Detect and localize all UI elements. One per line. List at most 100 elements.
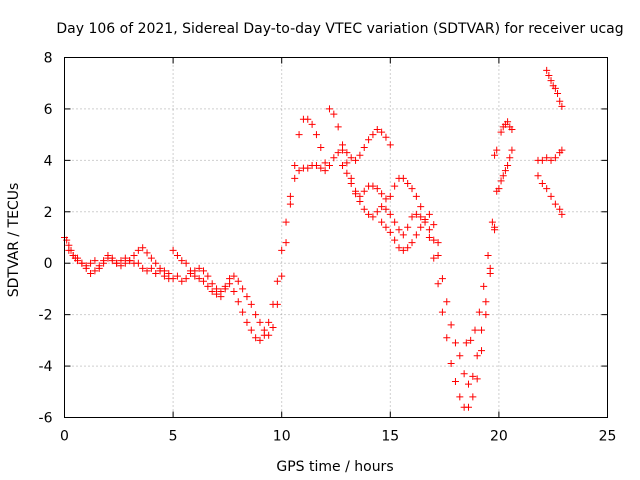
- data-point: [497, 128, 505, 136]
- data-point: [191, 272, 199, 280]
- data-point: [558, 102, 566, 110]
- data-point: [74, 254, 82, 262]
- data-point: [208, 288, 216, 295]
- data-point: [543, 66, 551, 74]
- data-point: [373, 208, 381, 216]
- data-point: [200, 277, 208, 285]
- data-point: [312, 162, 320, 169]
- data-point: [365, 210, 373, 218]
- x-tick-labels: 0 5 10 15 20 25: [60, 429, 616, 445]
- data-point: [434, 280, 442, 288]
- x-tick-label: 5: [169, 429, 178, 445]
- data-point: [343, 149, 351, 157]
- data-point: [304, 164, 312, 172]
- data-point: [488, 218, 496, 226]
- data-point: [339, 162, 347, 169]
- data-point: [160, 267, 168, 275]
- data-point: [325, 105, 333, 113]
- data-point: [404, 244, 412, 252]
- data-point: [347, 154, 355, 162]
- data-point: [473, 352, 481, 360]
- data-point: [169, 275, 177, 283]
- data-point: [204, 282, 212, 290]
- data-point: [382, 195, 390, 203]
- data-point: [471, 326, 479, 334]
- data-point: [378, 218, 386, 226]
- data-point: [360, 144, 368, 151]
- y-tick-label: -6: [39, 411, 53, 427]
- data-point: [134, 259, 142, 267]
- data-point: [169, 246, 177, 254]
- data-point: [480, 282, 488, 290]
- data-point: [404, 180, 412, 187]
- data-point: [482, 298, 490, 306]
- data-point: [369, 182, 377, 190]
- data-point: [430, 236, 438, 244]
- data-point: [121, 254, 129, 262]
- data-point: [501, 167, 509, 175]
- series-7: [495, 146, 516, 193]
- data-point: [408, 213, 416, 221]
- data-point: [425, 234, 433, 241]
- data-point: [469, 393, 477, 401]
- data-point: [82, 264, 90, 272]
- data-point: [200, 267, 208, 275]
- data-point: [382, 205, 390, 213]
- data-point: [213, 290, 221, 298]
- data-point: [484, 252, 492, 259]
- data-point: [282, 218, 290, 226]
- data-point: [482, 311, 490, 319]
- data-point: [343, 159, 351, 167]
- data-point: [504, 162, 512, 169]
- data-point: [434, 252, 442, 259]
- data-point: [243, 293, 251, 301]
- data-point: [447, 321, 455, 329]
- data-point: [551, 84, 559, 92]
- data-point: [186, 267, 194, 275]
- data-point: [464, 403, 472, 411]
- data-point: [147, 264, 155, 272]
- y-tick-label: 2: [44, 205, 53, 221]
- data-point: [386, 141, 394, 149]
- data-point: [321, 159, 329, 167]
- data-point: [438, 308, 446, 316]
- data-point: [282, 239, 290, 247]
- series-0: [61, 115, 329, 339]
- data-point: [451, 378, 459, 385]
- data-point: [547, 156, 555, 164]
- data-point: [430, 254, 438, 262]
- data-point: [369, 131, 377, 139]
- data-point: [360, 187, 368, 195]
- x-tick-label: 10: [273, 429, 291, 445]
- data-point: [178, 277, 186, 285]
- data-point: [269, 324, 277, 331]
- y-tick-label: 0: [44, 256, 53, 272]
- data-point: [339, 141, 347, 149]
- data-point: [386, 192, 394, 200]
- data-point: [147, 254, 155, 262]
- data-point: [558, 146, 566, 154]
- data-point: [495, 185, 503, 193]
- series-11: [543, 66, 566, 110]
- data-point: [478, 347, 486, 355]
- data-point: [330, 154, 338, 162]
- data-point: [239, 308, 247, 316]
- data-point: [504, 118, 512, 126]
- data-point: [330, 110, 338, 118]
- data-point: [195, 275, 203, 283]
- data-point: [217, 293, 225, 301]
- data-point: [556, 205, 564, 213]
- data-point: [551, 154, 559, 162]
- data-point: [234, 277, 242, 285]
- x-axis-label: GPS time / hours: [276, 459, 393, 475]
- data-point: [491, 151, 499, 159]
- data-point: [91, 257, 99, 265]
- series-2: [325, 105, 499, 411]
- data-point: [291, 174, 299, 182]
- data-point: [252, 311, 260, 319]
- data-point: [78, 259, 86, 267]
- plot-frame: [64, 57, 608, 418]
- data-point: [269, 300, 277, 308]
- data-point: [382, 223, 390, 231]
- data-point: [412, 192, 420, 200]
